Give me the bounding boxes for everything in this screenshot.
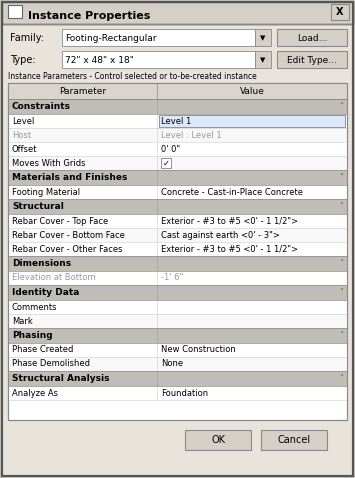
Bar bbox=[8, 128, 347, 142]
Bar bbox=[8, 142, 347, 156]
Bar bbox=[277, 29, 347, 46]
Text: ˄: ˄ bbox=[339, 102, 343, 111]
Bar bbox=[277, 51, 347, 68]
Text: Elevation at Bottom: Elevation at Bottom bbox=[12, 273, 95, 282]
Text: ▼: ▼ bbox=[260, 35, 266, 41]
Text: Parameter: Parameter bbox=[59, 87, 106, 96]
Bar bbox=[62, 51, 255, 68]
Text: Rebar Cover - Bottom Face: Rebar Cover - Bottom Face bbox=[12, 230, 125, 239]
Text: Footing-Rectangular: Footing-Rectangular bbox=[65, 33, 157, 43]
Text: OK: OK bbox=[211, 435, 225, 445]
Text: Instance Properties: Instance Properties bbox=[28, 11, 151, 21]
Text: Analyze As: Analyze As bbox=[12, 389, 58, 398]
Text: ▼: ▼ bbox=[260, 57, 266, 63]
Bar bbox=[8, 300, 347, 314]
Bar bbox=[8, 214, 347, 228]
Bar bbox=[8, 83, 347, 420]
Text: Comments: Comments bbox=[12, 303, 58, 312]
Bar bbox=[8, 83, 347, 420]
Text: Phase Demolished: Phase Demolished bbox=[12, 359, 90, 369]
Text: -1' 6": -1' 6" bbox=[161, 273, 183, 282]
Text: Level: Level bbox=[12, 117, 34, 126]
Text: ˄: ˄ bbox=[339, 173, 343, 182]
Bar bbox=[8, 271, 347, 285]
Text: Load...: Load... bbox=[297, 33, 327, 43]
Text: Level 1: Level 1 bbox=[161, 117, 191, 126]
Text: ˄: ˄ bbox=[339, 331, 343, 340]
Text: Structural: Structural bbox=[12, 202, 64, 211]
Text: ˄: ˄ bbox=[339, 202, 343, 211]
Bar bbox=[8, 185, 347, 199]
Text: Mark: Mark bbox=[12, 316, 33, 326]
Text: Exterior - #3 to #5 <0' - 1 1/2">: Exterior - #3 to #5 <0' - 1 1/2"> bbox=[161, 217, 298, 226]
Bar bbox=[8, 156, 347, 170]
Text: New Construction: New Construction bbox=[161, 346, 236, 355]
Bar bbox=[8, 83, 347, 99]
Text: Level : Level 1: Level : Level 1 bbox=[161, 130, 222, 140]
Bar bbox=[8, 242, 347, 256]
Text: Footing Material: Footing Material bbox=[12, 187, 80, 196]
Text: Cast against earth <0' - 3">: Cast against earth <0' - 3"> bbox=[161, 230, 280, 239]
Text: ˄: ˄ bbox=[339, 288, 343, 297]
Bar bbox=[62, 29, 255, 46]
Bar bbox=[8, 228, 347, 242]
Bar bbox=[8, 357, 347, 371]
Bar bbox=[161, 158, 171, 168]
Text: Family:: Family: bbox=[10, 33, 44, 43]
Text: Structural Analysis: Structural Analysis bbox=[12, 374, 109, 383]
Text: Cancel: Cancel bbox=[278, 435, 311, 445]
Bar bbox=[8, 170, 347, 185]
Text: Type:: Type: bbox=[10, 55, 36, 65]
Text: Materials and Finishes: Materials and Finishes bbox=[12, 173, 127, 182]
Text: Host: Host bbox=[12, 130, 31, 140]
Bar bbox=[2, 2, 353, 24]
Bar bbox=[261, 430, 327, 450]
Text: X: X bbox=[336, 7, 344, 17]
Bar bbox=[8, 343, 347, 357]
Text: Rebar Cover - Top Face: Rebar Cover - Top Face bbox=[12, 217, 108, 226]
Bar bbox=[8, 285, 347, 300]
Text: Phasing: Phasing bbox=[12, 331, 53, 340]
Bar bbox=[8, 386, 347, 400]
Bar bbox=[8, 199, 347, 214]
Text: 0' 0": 0' 0" bbox=[161, 144, 180, 153]
Bar bbox=[8, 371, 347, 386]
Text: ✓: ✓ bbox=[163, 159, 169, 167]
Text: Foundation: Foundation bbox=[161, 389, 208, 398]
Text: Offset: Offset bbox=[12, 144, 38, 153]
Bar bbox=[8, 99, 347, 114]
Text: Phase Created: Phase Created bbox=[12, 346, 73, 355]
Text: Dimensions: Dimensions bbox=[12, 259, 71, 268]
Bar bbox=[185, 430, 251, 450]
Bar bbox=[8, 114, 347, 128]
Bar bbox=[255, 51, 271, 68]
Text: Value: Value bbox=[240, 87, 264, 96]
Text: 72" x 48" x 18": 72" x 48" x 18" bbox=[65, 55, 134, 65]
Text: Rebar Cover - Other Faces: Rebar Cover - Other Faces bbox=[12, 245, 122, 253]
Bar bbox=[331, 4, 349, 20]
Text: ˄: ˄ bbox=[339, 374, 343, 383]
Bar bbox=[8, 314, 347, 328]
Text: Moves With Grids: Moves With Grids bbox=[12, 159, 86, 167]
Text: None: None bbox=[161, 359, 183, 369]
Text: Exterior - #3 to #5 <0' - 1 1/2">: Exterior - #3 to #5 <0' - 1 1/2"> bbox=[161, 245, 298, 253]
Text: ˄: ˄ bbox=[339, 259, 343, 268]
Bar bbox=[159, 115, 345, 127]
Text: Constraints: Constraints bbox=[12, 102, 71, 111]
Bar bbox=[8, 256, 347, 271]
Text: Concrete - Cast-in-Place Concrete: Concrete - Cast-in-Place Concrete bbox=[161, 187, 303, 196]
Bar bbox=[255, 29, 271, 46]
Text: Edit Type...: Edit Type... bbox=[287, 55, 337, 65]
Bar bbox=[8, 328, 347, 343]
Bar bbox=[8, 5, 22, 18]
Text: Instance Parameters - Control selected or to-be-created instance: Instance Parameters - Control selected o… bbox=[8, 72, 257, 80]
Text: Identity Data: Identity Data bbox=[12, 288, 80, 297]
